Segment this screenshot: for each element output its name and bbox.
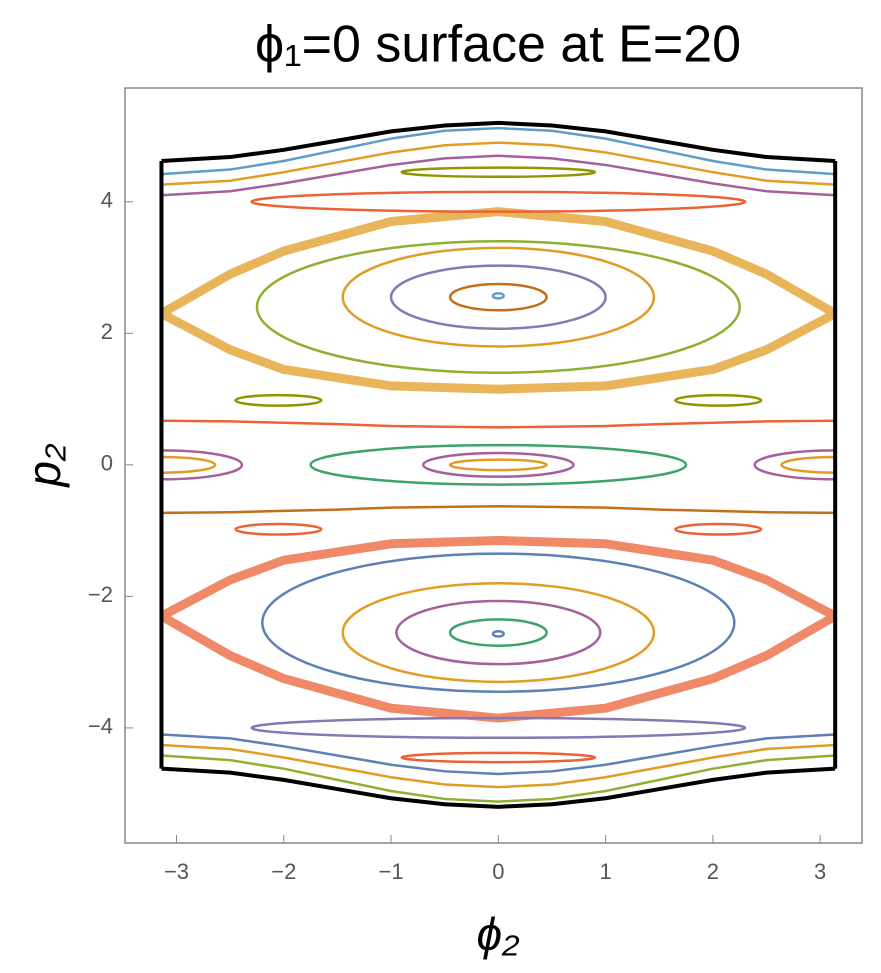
island-orbit (234, 393, 323, 407)
x-tick-label: 0 (492, 859, 504, 884)
island-orbit (250, 190, 747, 213)
island-orbit (161, 449, 244, 481)
plot-area (161, 126, 836, 803)
plot-frame (124, 87, 863, 844)
y-tick-label: 0 (101, 451, 113, 476)
orbit-curve (161, 126, 836, 176)
orbit-curve (161, 505, 836, 515)
island-orbit (255, 239, 741, 375)
island-orbit (780, 455, 836, 474)
island-orbit (491, 629, 505, 638)
x-tick-label: 1 (599, 859, 611, 884)
x-tick-label: 2 (707, 859, 719, 884)
x-axis-label: ϕ₂ (476, 908, 520, 960)
island-orbit (421, 451, 575, 478)
energy-boundary (161, 766, 836, 809)
island-orbit (389, 264, 607, 330)
y-axis-label: p₂ (18, 443, 70, 489)
orbit-curve (161, 754, 836, 803)
island-orbit (395, 599, 602, 666)
island-orbit (261, 552, 736, 693)
island-orbit (341, 581, 656, 684)
island-orbit (674, 393, 763, 407)
island-orbit (491, 291, 505, 300)
x-tick-label: −1 (379, 859, 404, 884)
island-orbit (234, 522, 323, 536)
x-tick-label: 3 (814, 859, 826, 884)
island-orbit (341, 246, 656, 348)
island-orbit (448, 458, 548, 472)
island-orbit (400, 751, 597, 764)
island-orbit (400, 166, 597, 179)
orbit-curve (161, 743, 836, 789)
orbit-curve (161, 141, 836, 186)
x-tick-label: −3 (164, 859, 189, 884)
energy-boundary (161, 120, 836, 163)
y-tick-label: 2 (101, 319, 113, 344)
orbit-curve (161, 154, 836, 197)
orbit-curve (161, 733, 836, 776)
y-tick-label: 4 (101, 188, 113, 213)
chaotic-band (161, 207, 836, 394)
island-orbit (448, 618, 548, 647)
island-orbit (250, 716, 747, 740)
y-tick-label: −2 (88, 582, 113, 607)
island-orbit (674, 522, 763, 536)
island-orbit (448, 282, 548, 312)
orbit-curve (161, 419, 836, 429)
y-tick-label: −4 (88, 714, 113, 739)
island-orbit (309, 443, 688, 486)
chart-title: ϕ₁=0 surface at E=20 (255, 16, 741, 74)
x-tick-label: −2 (271, 859, 296, 884)
